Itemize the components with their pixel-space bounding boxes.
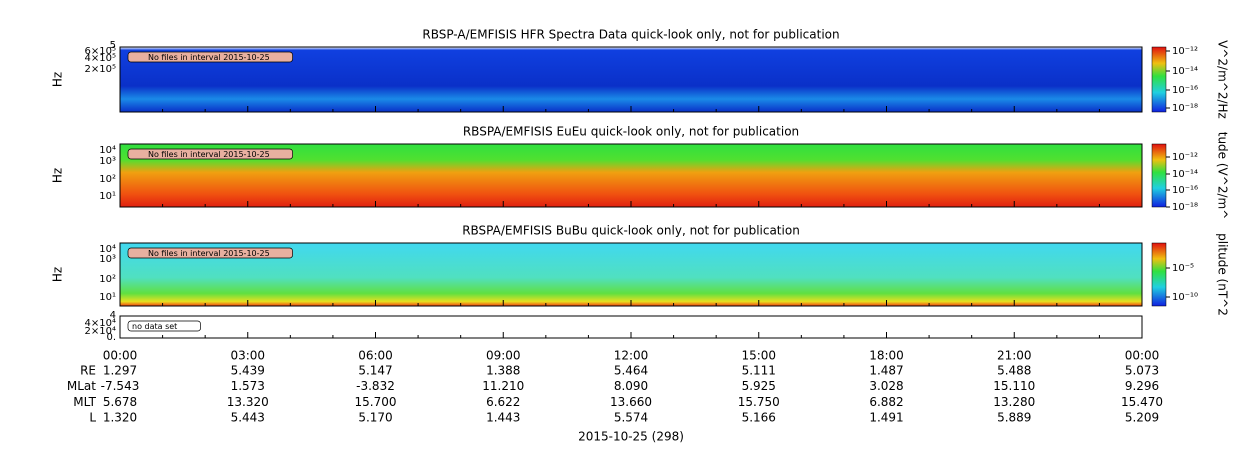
- ephemeris-value: 15.750: [738, 395, 780, 409]
- x-tick-label: 06:00: [358, 349, 393, 363]
- y-axis-label: Hz: [51, 168, 65, 183]
- x-tick-label: 03:00: [230, 349, 265, 363]
- ephemeris-value: 5.439: [231, 364, 265, 378]
- ephemeris-value: 5.925: [742, 379, 776, 393]
- y-tick-label: 10⁴: [99, 145, 116, 156]
- ephemeris-value: 5.147: [358, 364, 392, 378]
- colorbar-tick-label: 10⁻¹²: [1172, 152, 1198, 163]
- ephemeris-value: 5.443: [231, 411, 265, 425]
- ephemeris-value: 1.320: [103, 411, 137, 425]
- ephemeris-label: RE: [80, 364, 96, 378]
- ephemeris-value: 15.470: [1121, 395, 1163, 409]
- colorbar-tick-label: 10⁻¹⁶: [1172, 85, 1198, 96]
- ephemeris-value: 1.388: [486, 364, 520, 378]
- ephemeris-value: 15.110: [993, 379, 1035, 393]
- annotation: No files in interval 2015-10-25: [148, 249, 270, 258]
- ephemeris-value: 6.622: [486, 395, 520, 409]
- colorbar-tick-label: 10⁻¹⁴: [1172, 66, 1198, 77]
- x-tick-label: 15:00: [741, 349, 776, 363]
- y-tick-label: 5: [110, 40, 116, 51]
- y-tick-label: 10³: [99, 254, 116, 265]
- ephemeris-label: L: [89, 411, 96, 425]
- colorbar-tick-label: 10⁻¹⁸: [1172, 103, 1198, 114]
- ephemeris-label: MLT: [73, 395, 96, 409]
- annotation: No files in interval 2015-10-25: [148, 150, 270, 159]
- y-tick-label: 0.: [106, 332, 116, 343]
- ephemeris-value: 5.209: [1125, 411, 1159, 425]
- ephemeris-value: 5.678: [103, 395, 137, 409]
- y-tick-label: 2×10⁴: [85, 326, 116, 337]
- panel-title: RBSPA/EMFISIS EuEu quick-look only, not …: [463, 125, 799, 139]
- annotation-box: [127, 320, 201, 332]
- ephemeris-value: 15.700: [355, 395, 397, 409]
- ephemeris-value: 8.090: [614, 379, 648, 393]
- annotation-box: [127, 247, 293, 259]
- ephemeris-value: 1.297: [103, 364, 137, 378]
- ephemeris-value: 11.210: [482, 379, 524, 393]
- ephemeris-value: 3.028: [869, 379, 903, 393]
- colorbar-label: V^2/m^2/Hz: [1216, 40, 1230, 119]
- y-tick-label: 10²: [99, 274, 116, 285]
- y-axis-label: Hz: [51, 267, 65, 282]
- x-tick-label: 18:00: [869, 349, 904, 363]
- date-label: 2015-10-25 (298): [578, 430, 684, 444]
- colorbar-tick-label: 10⁻¹⁶: [1172, 185, 1198, 196]
- y-tick-label: 10²: [99, 174, 116, 185]
- ephemeris-value: 5.889: [997, 411, 1031, 425]
- y-tick-label: 10¹: [99, 191, 116, 202]
- colorbar-tick-label: 10⁻¹²: [1172, 46, 1198, 57]
- annotation-box: [127, 148, 293, 160]
- ephemeris-value: 5.574: [614, 411, 648, 425]
- x-tick-label: 00:00: [103, 349, 138, 363]
- ephemeris-value: 1.443: [486, 411, 520, 425]
- ephemeris-value: 5.073: [1125, 364, 1159, 378]
- ephemeris-value: 13.280: [993, 395, 1035, 409]
- ephemeris-value: 9.296: [1125, 379, 1159, 393]
- x-tick-label: 21:00: [997, 349, 1032, 363]
- x-tick-label: 12:00: [614, 349, 649, 363]
- y-tick-label: 4: [110, 310, 116, 321]
- colorbar-label: plitude (nT^2: [1216, 233, 1230, 316]
- colorbar: [1151, 46, 1167, 113]
- y-tick-label: 2×10⁵: [85, 64, 116, 75]
- colorbar-tick-label: 10⁻⁵: [1172, 263, 1194, 274]
- y-tick-label: 4×10⁵: [85, 53, 116, 64]
- y-tick-label: 6×10⁵: [85, 46, 116, 57]
- x-tick-label: 09:00: [486, 349, 521, 363]
- ephemeris-value: 6.882: [869, 395, 903, 409]
- colorbar-tick-label: 10⁻¹⁴: [1172, 169, 1198, 180]
- y-axis-label: Hz: [51, 72, 65, 87]
- ephemeris-value: 1.487: [869, 364, 903, 378]
- ephemeris-value: 5.488: [997, 364, 1031, 378]
- y-tick-label: 4×10⁴: [85, 318, 116, 329]
- ephemeris-value: 1.491: [869, 411, 903, 425]
- ephemeris-label: MLat: [67, 379, 96, 393]
- ephemeris-value: 5.464: [614, 364, 648, 378]
- annotation: No files in interval 2015-10-25: [148, 53, 270, 62]
- ephemeris-value: 1.573: [231, 379, 265, 393]
- colorbar: [1151, 143, 1167, 208]
- ephemeris-value: 13.320: [227, 395, 269, 409]
- colorbar-label: tude (V^2/m^: [1216, 132, 1230, 220]
- ephemeris-value: -7.543: [101, 379, 140, 393]
- panel-title: RBSP-A/EMFISIS HFR Spectra Data quick-lo…: [422, 28, 839, 42]
- colorbar-tick-label: 10⁻¹⁰: [1172, 292, 1198, 303]
- ephemeris-value: 5.170: [358, 411, 392, 425]
- colorbar: [1151, 242, 1167, 307]
- y-tick-label: 10¹: [99, 292, 116, 303]
- panel-title: RBSPA/EMFISIS BuBu quick-look only, not …: [462, 224, 800, 238]
- y-tick-label: 10⁴: [99, 244, 116, 255]
- ephemeris-value: -3.832: [356, 379, 395, 393]
- y-tick-label: 10³: [99, 156, 116, 167]
- annotation-box: [127, 51, 293, 63]
- annotation: no data set: [132, 322, 177, 331]
- x-tick-label: 00:00: [1125, 349, 1160, 363]
- ephemeris-value: 5.166: [742, 411, 776, 425]
- ephemeris-value: 13.660: [610, 395, 652, 409]
- colorbar-tick-label: 10⁻¹⁸: [1172, 202, 1198, 213]
- ephemeris-value: 5.111: [742, 364, 776, 378]
